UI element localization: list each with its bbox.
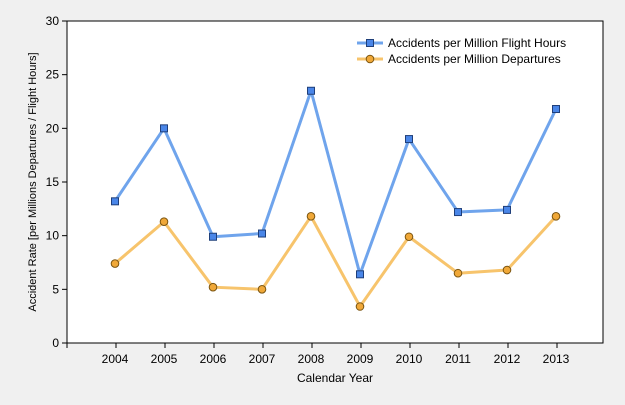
x-tick-label: 2012: [494, 352, 521, 366]
x-axis-title: Calendar Year: [297, 371, 373, 385]
y-tick-label: 20: [46, 121, 60, 135]
data-point-circle: [110, 259, 120, 268]
y-tick-label: 30: [46, 14, 60, 28]
y-tick-label: 10: [46, 229, 60, 243]
data-point-square: [552, 105, 560, 114]
data-point-square: [160, 124, 168, 133]
data-point-square: [111, 197, 119, 206]
data-point-square: [209, 232, 217, 241]
y-tick-label: 0: [52, 336, 59, 350]
x-tick-label: 2013: [543, 352, 570, 366]
y-tick-label: 15: [46, 175, 60, 189]
x-tick-label: 2011: [445, 352, 471, 366]
data-point-circle: [208, 282, 218, 292]
legend-label-departures: Accidents per Million Departures: [388, 52, 561, 66]
series-line-0: [113, 89, 558, 276]
data-point-circle: [502, 265, 512, 275]
x-axis: 2004 2005 2006 2007 2008 2009 2010 2011 2012 2013: [66, 343, 570, 366]
data-point-square: [307, 86, 315, 95]
series-line-1: [114, 214, 558, 309]
data-point-circle: [551, 212, 561, 221]
legend-marker-circle-icon: [365, 54, 375, 64]
y-axis-title: Accident Rate [per Millions Departures /…: [27, 52, 39, 311]
data-point-square: [503, 205, 511, 214]
legend-item-flight-hours: Accidents per Million Flight Hours: [357, 36, 566, 50]
x-tick-label: 2006: [200, 352, 227, 366]
x-tick-label: 2009: [347, 352, 374, 366]
data-point-circle: [453, 268, 463, 278]
x-tick-label: 2010: [396, 352, 423, 366]
data-point-circle: [306, 212, 316, 221]
x-tick-label: 2005: [151, 352, 178, 366]
x-tick-label: 2004: [102, 352, 129, 366]
x-tick-label: 2007: [249, 352, 276, 366]
data-point-square: [258, 229, 266, 238]
data-point-square: [356, 270, 364, 279]
x-tick-label: 2008: [298, 352, 325, 366]
legend-item-departures: Accidents per Million Departures: [357, 52, 561, 66]
data-point-circle: [404, 232, 414, 242]
legend-label-flight-hours: Accidents per Million Flight Hours: [388, 36, 566, 50]
data-point-circle: [257, 285, 267, 294]
legend-marker-square-icon: [366, 39, 374, 47]
legend: Accidents per Million Flight Hours Accid…: [357, 36, 566, 66]
series-layer: [110, 86, 561, 311]
data-point-circle: [355, 302, 365, 311]
y-tick-label: 25: [46, 68, 60, 82]
data-point-square: [454, 208, 462, 217]
data-point-square: [405, 135, 413, 144]
y-axis: 0 5 10 15 20 25 30: [46, 14, 67, 350]
y-tick-label: 5: [52, 282, 59, 296]
data-point-circle: [159, 217, 169, 227]
